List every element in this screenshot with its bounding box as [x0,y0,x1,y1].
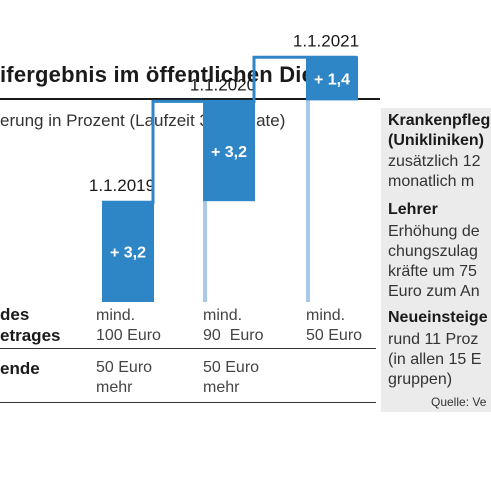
category-label-0: 1.1.2019 [89,176,155,195]
category-label-2: 1.1.2021 [293,31,359,50]
sidebar-text-newcomers: rund 11 Proz (in allen 15 E gruppen) [388,331,482,388]
table-cell-2021-minimum: mind. 50 Euro [306,307,363,344]
row-label-trainees: ende [0,359,40,378]
bar-value-label-0: + 3,2 [110,245,146,262]
table-cell-2019-minimum: mind. 100 Euro [96,307,161,344]
row-label-minimum-line1: des [0,305,30,324]
bar-value-label-2: + 1,4 [314,71,350,88]
increment-bar-1 [203,100,255,202]
source-note: Quelle: Ve [431,395,487,409]
table-cell-2020-trainees: 50 Euro mehr [203,359,260,396]
sidebar-heading-nurses: Krankenpfleg (Unikliniken) [388,112,491,149]
table-cell-2019-trainees: 50 Euro mehr [96,359,153,396]
table-cell-2020-minimum: mind. 90 Euro [203,307,264,344]
bar-value-label-1: + 3,2 [211,144,247,161]
sidebar-text-teachers: Erhöhung de chungszulag kräfte um 75 Eur… [388,223,480,300]
previous-level-bar-1 [203,201,207,302]
sidebar-text-nurses: zusätzlich 12 monatlich m [388,153,481,190]
sidebar-panel: Krankenpfleg (Unikliniken) zusätzlich 12… [381,108,491,412]
table-divider [0,348,376,349]
title-rule [0,98,380,100]
table-bottom-rule [0,402,376,403]
row-label-minimum-line2: etrages [0,326,61,345]
sidebar-heading-newcomers: Neueinsteige [388,309,488,326]
increment-bar-2 [306,56,358,101]
increment-bar-0 [102,201,154,302]
category-label-1: 1.1.2020 [190,75,256,94]
previous-level-bar-2 [306,100,310,303]
chart-title: ifergebnis im öffentlichen Dienst [0,62,348,87]
step-line [102,55,357,204]
sidebar-heading-teachers: Lehrer [388,201,438,218]
